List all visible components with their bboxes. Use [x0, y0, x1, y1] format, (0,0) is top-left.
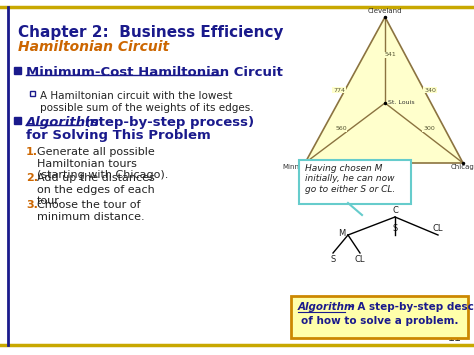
- Text: Chicago: Chicago: [451, 164, 474, 170]
- Text: C: C: [392, 206, 398, 215]
- Text: 2.: 2.: [26, 173, 38, 183]
- Text: 560: 560: [335, 126, 347, 131]
- Text: M: M: [338, 229, 345, 239]
- Text: 11: 11: [448, 333, 462, 343]
- Text: CL: CL: [433, 224, 443, 233]
- Text: 774: 774: [333, 87, 345, 93]
- Text: Chapter 2:  Business Efficiency: Chapter 2: Business Efficiency: [18, 25, 283, 40]
- Text: Algorithm: Algorithm: [26, 116, 100, 129]
- Text: CL: CL: [355, 255, 365, 264]
- Text: S: S: [330, 255, 336, 264]
- Text: Generate all possible
Hamiltonian tours
(starting with Chicago).: Generate all possible Hamiltonian tours …: [37, 147, 168, 180]
- Text: St. Louis: St. Louis: [388, 100, 415, 105]
- Text: 425: 425: [378, 164, 390, 169]
- Text: 340: 340: [424, 87, 436, 93]
- Polygon shape: [305, 17, 463, 163]
- Text: 300: 300: [423, 126, 435, 131]
- FancyBboxPatch shape: [291, 296, 468, 338]
- Text: for Solving This Problem: for Solving This Problem: [26, 129, 211, 142]
- Text: Add up the distances
on the edges of each
tour.: Add up the distances on the edges of eac…: [37, 173, 155, 206]
- Text: S: S: [392, 224, 398, 233]
- Text: Hamiltonian Circuit: Hamiltonian Circuit: [18, 40, 169, 54]
- Text: Algorithm: Algorithm: [298, 302, 356, 312]
- Text: 3.: 3.: [26, 200, 38, 210]
- Bar: [30, 91, 35, 96]
- Bar: [14, 67, 21, 74]
- Text: 1.: 1.: [26, 147, 38, 157]
- Text: Choose the tour of
minimum distance.: Choose the tour of minimum distance.: [37, 200, 145, 222]
- Text: Having chosen M
initially, he can now
go to either S or CL.: Having chosen M initially, he can now go…: [305, 164, 395, 194]
- Text: Cleveland: Cleveland: [368, 8, 402, 14]
- Text: 541: 541: [384, 53, 396, 58]
- FancyBboxPatch shape: [299, 160, 411, 204]
- Text: Minimum-Cost Hamiltonian Circuit: Minimum-Cost Hamiltonian Circuit: [26, 66, 283, 79]
- Text: Minneapolis: Minneapolis: [282, 164, 324, 170]
- Text: A Hamiltonian circuit with the lowest
possible sum of the weights of its edges.: A Hamiltonian circuit with the lowest po…: [40, 91, 254, 113]
- Text: (step-by-step process): (step-by-step process): [80, 116, 254, 129]
- Text: – A step-by-step description: – A step-by-step description: [345, 302, 474, 312]
- Bar: [14, 117, 21, 124]
- Text: of how to solve a problem.: of how to solve a problem.: [301, 316, 458, 326]
